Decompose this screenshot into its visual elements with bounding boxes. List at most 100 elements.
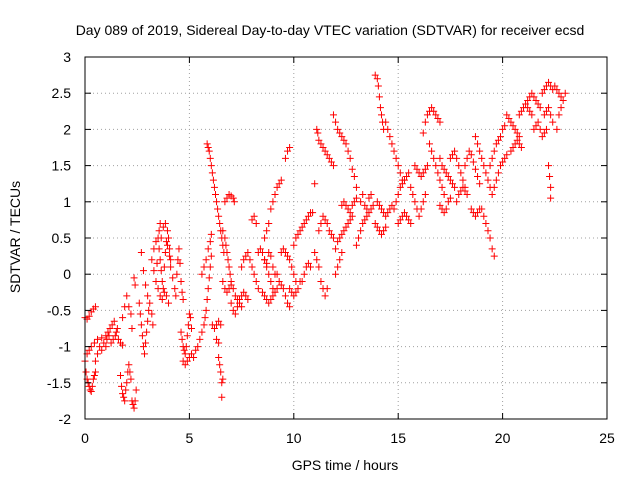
data-point — [106, 325, 114, 332]
data-point — [286, 285, 294, 293]
data-point — [244, 296, 252, 304]
data-point — [290, 270, 298, 278]
data-point — [127, 375, 135, 383]
data-point — [86, 386, 94, 394]
data-point — [469, 158, 477, 166]
data-point — [182, 343, 190, 351]
data-point — [227, 277, 235, 285]
data-point — [382, 223, 390, 231]
data-point — [492, 140, 500, 148]
data-point — [107, 339, 115, 347]
data-point — [407, 220, 415, 228]
data-point — [542, 107, 550, 115]
data-point — [302, 216, 310, 224]
data-point — [130, 274, 138, 282]
data-point — [323, 151, 331, 159]
data-point — [436, 118, 444, 126]
data-point — [490, 183, 498, 191]
data-point — [545, 162, 553, 170]
data-point — [149, 321, 157, 329]
data-point — [334, 263, 342, 271]
data-point — [90, 372, 98, 380]
data-point — [423, 111, 431, 119]
data-point — [215, 212, 223, 220]
data-point — [215, 317, 223, 325]
data-point — [108, 321, 116, 329]
data-point — [524, 104, 532, 112]
data-point — [490, 252, 498, 260]
data-point — [315, 136, 323, 144]
data-point — [126, 368, 134, 376]
data-point — [557, 93, 565, 101]
data-point — [159, 223, 167, 231]
data-point — [507, 147, 515, 155]
data-point — [292, 288, 300, 296]
data-point — [532, 122, 540, 130]
data-point — [145, 306, 153, 314]
x-tick-label: 15 — [390, 430, 406, 446]
data-point — [323, 285, 331, 293]
data-point — [119, 314, 127, 322]
chart-title: Day 089 of 2019, Sidereal Day-to-day VTE… — [76, 22, 585, 38]
data-point — [334, 125, 342, 133]
data-point — [100, 339, 108, 347]
data-point — [206, 154, 214, 162]
data-point — [258, 248, 266, 256]
data-point — [551, 82, 559, 90]
data-point — [281, 154, 289, 162]
y-tick-label: 0 — [63, 266, 71, 282]
data-point — [173, 270, 181, 278]
data-point — [376, 104, 384, 112]
data-point — [218, 393, 226, 401]
data-point — [246, 256, 254, 264]
data-point — [553, 86, 561, 94]
data-point — [478, 205, 486, 213]
data-point — [332, 118, 340, 126]
data-point — [273, 270, 281, 278]
data-point — [526, 107, 534, 115]
data-point — [103, 335, 111, 343]
data-point — [357, 227, 365, 235]
data-point — [555, 111, 563, 119]
data-point — [217, 321, 225, 329]
data-point — [476, 147, 484, 155]
data-point — [400, 209, 408, 217]
data-point — [242, 252, 250, 260]
data-point — [82, 368, 90, 376]
data-point — [271, 288, 279, 296]
data-point — [384, 209, 392, 217]
data-point — [342, 223, 350, 231]
data-point — [296, 227, 304, 235]
data-point — [545, 104, 553, 112]
data-point — [161, 248, 169, 256]
data-point — [430, 107, 438, 115]
data-point — [298, 277, 306, 285]
data-point — [515, 140, 523, 148]
data-point — [139, 343, 147, 351]
data-point — [98, 334, 106, 342]
data-point — [267, 205, 275, 213]
data-point — [488, 245, 496, 253]
data-point — [127, 310, 135, 318]
data-point — [340, 198, 348, 206]
data-point — [311, 180, 319, 188]
y-tick-label: 0.5 — [52, 230, 72, 246]
data-point — [513, 129, 521, 137]
data-point — [141, 350, 149, 358]
data-point — [432, 111, 440, 119]
data-point — [478, 154, 486, 162]
data-point — [304, 259, 312, 267]
data-point — [413, 165, 421, 173]
data-point — [409, 191, 417, 199]
data-point — [540, 129, 548, 137]
data-point — [269, 292, 277, 300]
data-point — [359, 220, 367, 228]
data-point — [419, 129, 427, 137]
data-point — [158, 296, 166, 304]
data-point — [321, 292, 329, 300]
data-point — [178, 288, 186, 296]
data-point — [269, 198, 277, 206]
data-point — [265, 220, 273, 228]
data-point — [451, 183, 459, 191]
data-point — [263, 259, 271, 267]
